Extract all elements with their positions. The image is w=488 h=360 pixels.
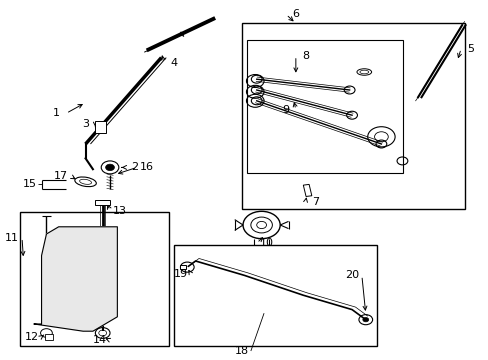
Bar — [242, 23, 464, 209]
Bar — [95, 200, 110, 205]
Polygon shape — [34, 227, 117, 331]
Text: 12: 12 — [25, 332, 39, 342]
Text: 15: 15 — [22, 179, 36, 189]
Text: 9: 9 — [282, 105, 289, 115]
Ellipse shape — [80, 179, 91, 184]
Text: 3: 3 — [82, 119, 89, 129]
Bar — [173, 245, 376, 346]
Text: 11: 11 — [5, 233, 19, 243]
Text: 20: 20 — [345, 270, 358, 280]
Text: 18: 18 — [235, 346, 248, 356]
Text: 16: 16 — [140, 162, 153, 172]
Ellipse shape — [359, 70, 368, 74]
Circle shape — [105, 164, 114, 171]
Text: 6: 6 — [292, 9, 299, 19]
Ellipse shape — [75, 177, 96, 186]
Text: 10: 10 — [259, 238, 273, 248]
Text: 8: 8 — [302, 51, 308, 61]
Bar — [246, 40, 403, 173]
Bar — [20, 212, 168, 346]
Text: 14: 14 — [93, 335, 107, 345]
Text: 19: 19 — [174, 269, 187, 279]
Bar — [45, 334, 53, 340]
Bar — [180, 265, 185, 269]
Text: 1: 1 — [53, 108, 60, 118]
Text: 5: 5 — [467, 44, 473, 54]
Bar — [303, 184, 311, 197]
Ellipse shape — [356, 69, 371, 75]
Text: 2: 2 — [131, 162, 138, 172]
Text: 17: 17 — [54, 171, 68, 181]
Text: 13: 13 — [113, 206, 126, 216]
Text: 7: 7 — [311, 197, 318, 207]
Circle shape — [362, 318, 368, 322]
Text: 4: 4 — [170, 58, 177, 68]
Bar — [95, 121, 106, 133]
